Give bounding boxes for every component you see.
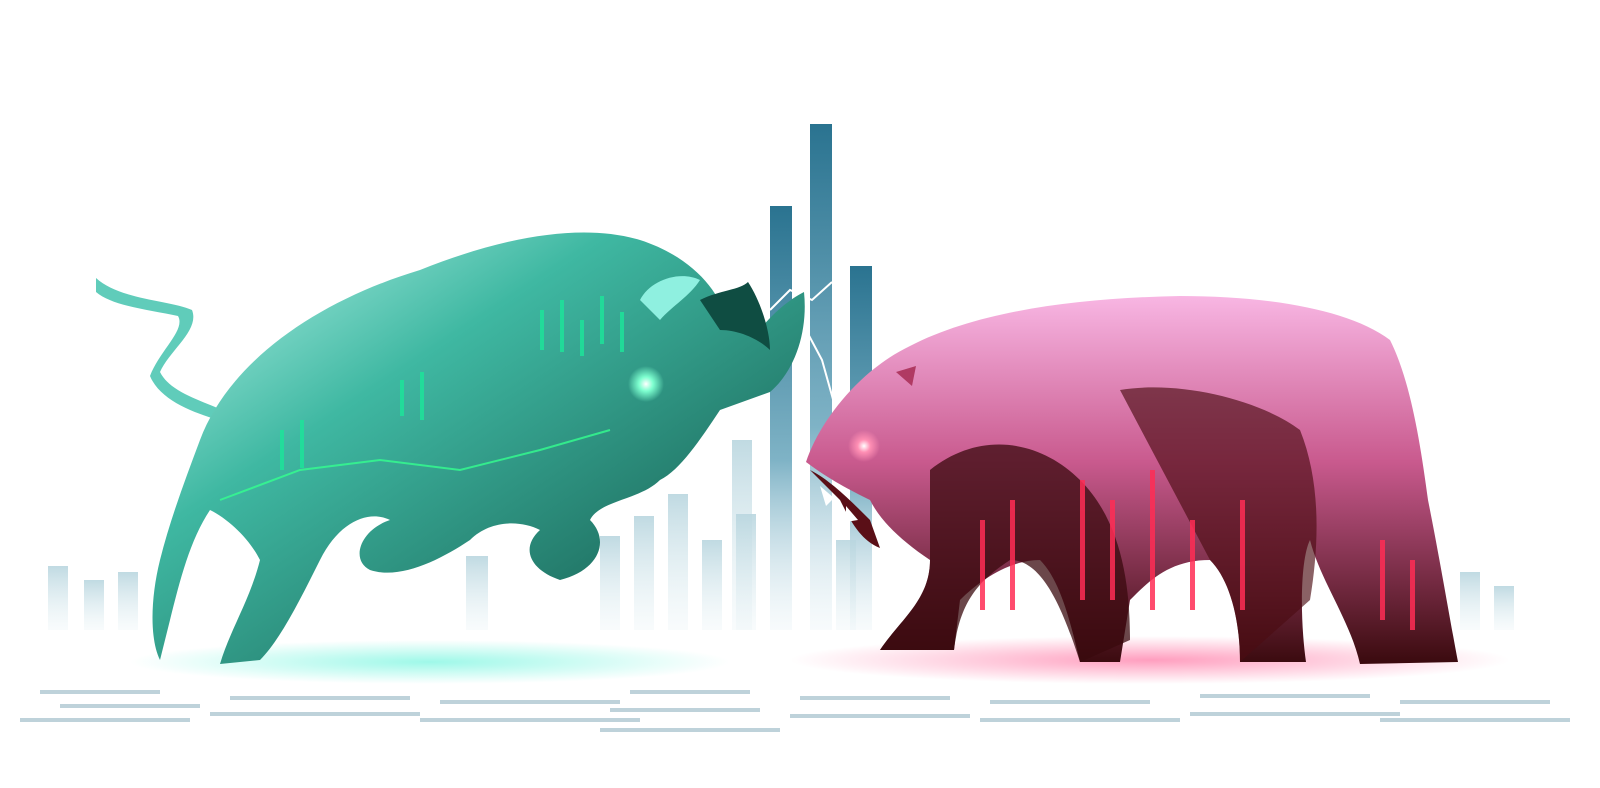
bear-figure-icon (806, 296, 1458, 664)
bull-figure-icon (96, 232, 805, 664)
bull-ground-glow (130, 640, 730, 684)
bear-ground-glow (790, 636, 1510, 684)
bear-eye-glow (848, 430, 880, 462)
ground-number-grid-icon (20, 690, 1570, 732)
bull-eye-glow (628, 366, 664, 402)
